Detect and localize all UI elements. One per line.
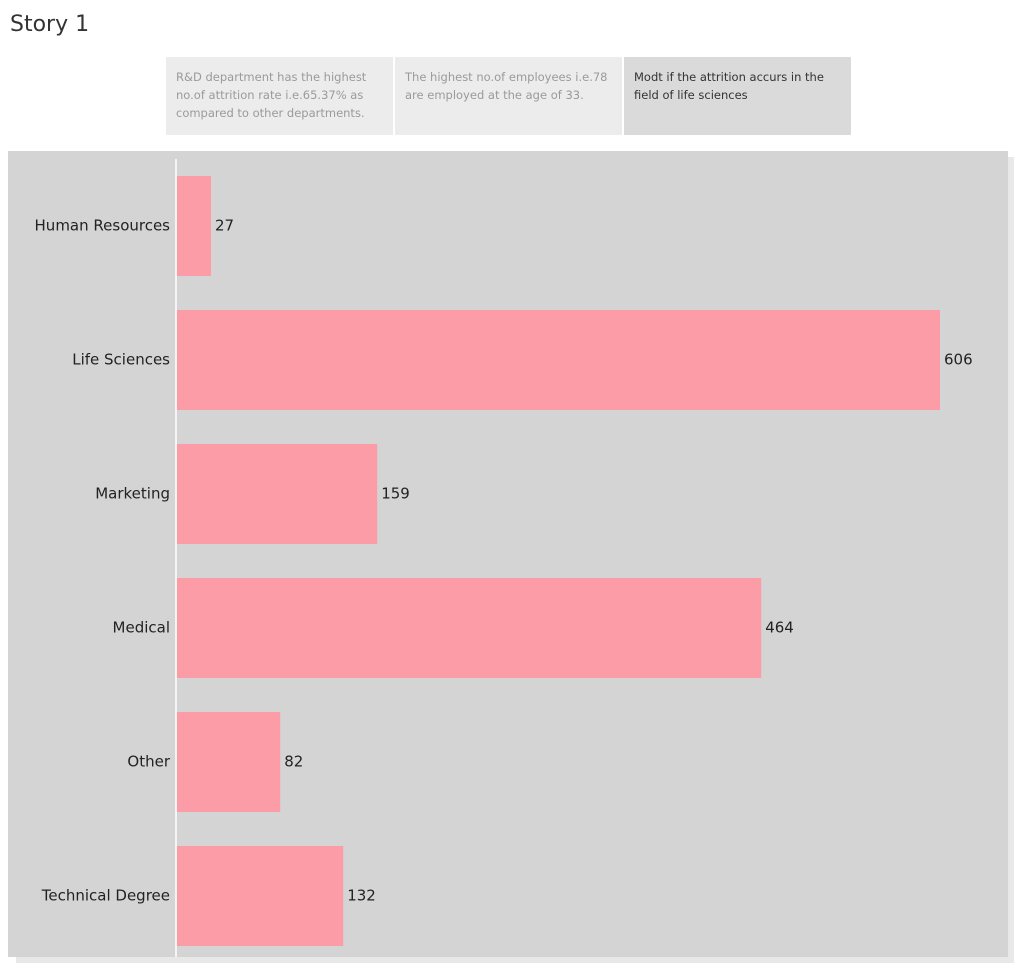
category-label: Technical Degree (41, 887, 170, 905)
bar-chart: Human Resources 27 Life Sciences 606 Marketi… (35, 159, 973, 957)
category-label: Life Sciences (72, 351, 170, 369)
chart-panel: Human Resources 27 Life Sciences 606 Marketi… (8, 151, 1008, 957)
bar-other[interactable] (177, 712, 281, 812)
bar-human-resources[interactable] (177, 176, 211, 276)
story-point-2[interactable]: The highest no.of employees i.e.78 are e… (395, 57, 622, 135)
value-label: 606 (944, 351, 973, 369)
value-label: 27 (215, 217, 234, 235)
category-label: Medical (113, 619, 170, 637)
bar-marketing[interactable] (177, 444, 378, 544)
story-point-1[interactable]: R&D department has the highest no.of att… (166, 57, 393, 135)
bar-technical-degree[interactable] (177, 846, 344, 946)
value-label: 464 (765, 619, 794, 637)
value-label: 159 (381, 485, 410, 503)
bar-medical[interactable] (177, 578, 762, 678)
story-navigator: R&D department has the highest no.of att… (166, 57, 851, 135)
bar-life-sciences[interactable] (177, 310, 940, 410)
value-label: 82 (284, 753, 303, 771)
story-point-3[interactable]: Modt if the attrition accurs in the fiel… (624, 57, 851, 135)
category-label: Other (127, 753, 170, 771)
value-label: 132 (347, 887, 376, 905)
category-label: Marketing (95, 485, 170, 503)
category-label: Human Resources (35, 217, 171, 235)
story-title: Story 1 (10, 12, 90, 37)
